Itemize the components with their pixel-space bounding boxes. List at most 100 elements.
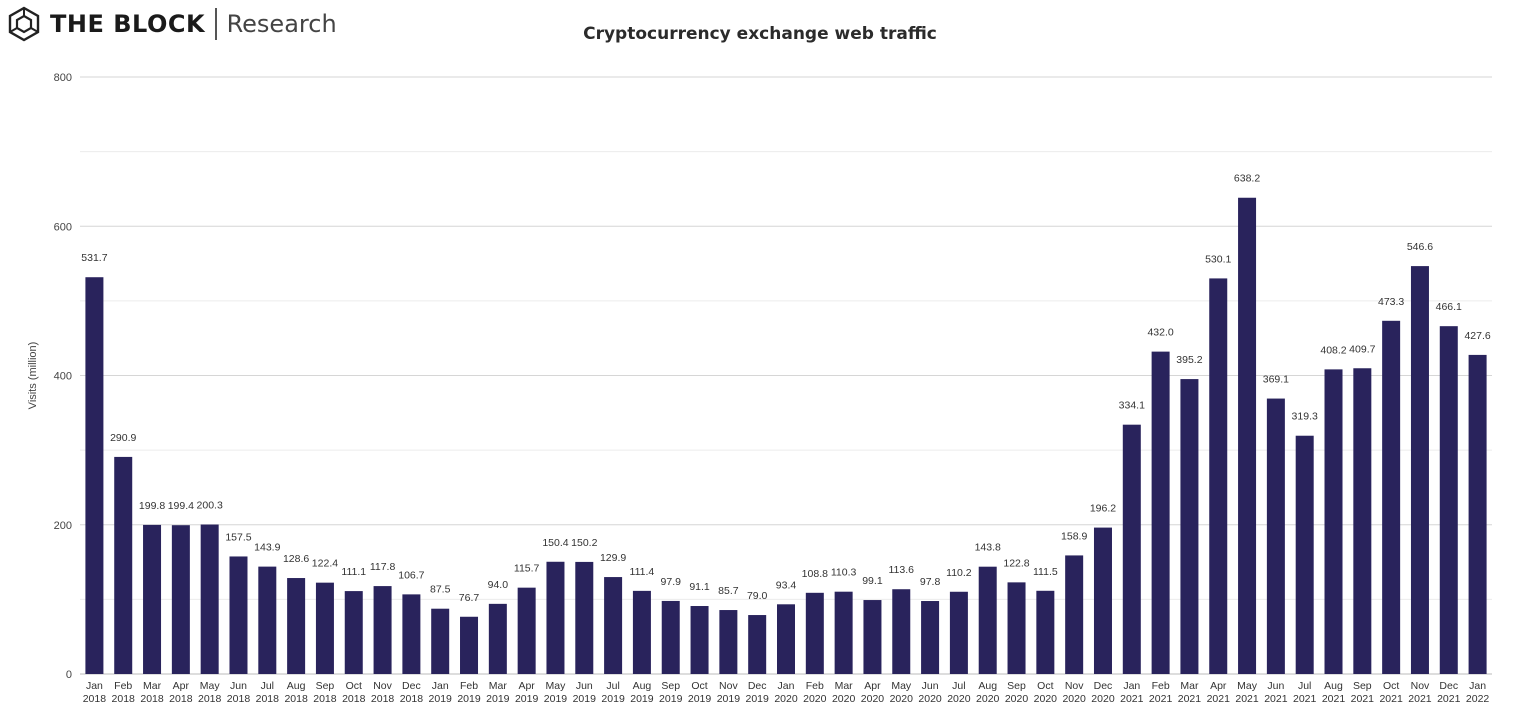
data-label: 110.3 [831,567,857,579]
y-tick-label: 600 [54,221,72,233]
data-label: 319.3 [1292,411,1318,423]
x-tick-label-year: 2018 [313,693,337,705]
x-tick-label-month: Jan [778,680,795,692]
bar [85,277,104,674]
data-label: 143.9 [254,542,280,554]
x-tick-label-month: Dec [1439,680,1458,692]
x-tick-label-month: Dec [1094,680,1113,692]
x-tick-label-year: 2019 [515,693,539,705]
x-tick-label-year: 2020 [976,693,1000,705]
bar [229,556,248,674]
x-tick-label-month: Feb [806,680,824,692]
bar [546,561,565,674]
y-axis-label: Visits (million) [27,342,39,410]
data-label: 85.7 [718,585,739,597]
bar [258,566,277,674]
x-tick-label-year: 2018 [371,693,395,705]
x-tick-label-month: Nov [373,680,392,692]
bar [460,616,479,674]
data-label: 157.5 [225,531,251,543]
bar [1295,435,1314,674]
data-label: 466.1 [1436,301,1462,313]
x-tick-label-month: Dec [402,680,421,692]
x-tick-label-month: Jun [230,680,247,692]
bar [287,578,306,674]
bar [1382,320,1401,674]
data-label: 113.6 [889,564,915,576]
x-tick-label-year: 2019 [746,693,770,705]
x-tick-label-year: 2021 [1437,693,1461,705]
bar [1036,590,1055,674]
bar [834,591,853,674]
x-tick-label-year: 2018 [140,693,164,705]
bar [575,561,594,674]
data-label: 128.6 [283,553,309,565]
x-tick-label-year: 2018 [169,693,193,705]
x-tick-label-month: Jun [922,680,939,692]
bar [661,600,680,674]
bar [921,601,940,674]
x-tick-label-year: 2020 [1034,693,1058,705]
bar [1410,266,1429,674]
data-label: 200.3 [197,500,223,512]
x-tick-label-month: Dec [748,680,767,692]
x-tick-label-month: Jan [1469,680,1486,692]
bar [402,594,421,674]
x-tick-label-year: 2019 [544,693,568,705]
x-tick-label-year: 2019 [659,693,683,705]
brand-name: THE BLOCK [50,10,206,38]
data-label: 111.4 [630,566,655,578]
x-tick-label-year: 2019 [601,693,625,705]
x-tick-label-month: May [891,680,912,692]
data-label: 91.1 [689,581,710,593]
bar [1266,398,1285,674]
data-label: 97.9 [661,576,682,588]
x-tick-label-month: Aug [287,680,306,692]
data-label: 395.2 [1176,354,1202,366]
data-label: 546.6 [1407,241,1433,253]
x-tick-label-month: Jun [1267,680,1284,692]
data-label: 87.5 [430,584,451,596]
data-label: 408.2 [1320,344,1346,356]
x-tick-label-year: 2019 [630,693,654,705]
data-label: 531.7 [81,252,107,264]
bar [1151,351,1170,674]
x-tick-label-year: 2020 [947,693,971,705]
x-tick-label-month: Oct [346,680,362,692]
y-tick-label: 0 [66,669,72,681]
x-tick-label-month: May [1237,680,1258,692]
x-tick-label-year: 2018 [83,693,107,705]
data-label: 122.4 [312,558,338,570]
x-tick-label-year: 2021 [1149,693,1173,705]
data-label: 111.5 [1033,566,1058,578]
x-tick-label-month: Jan [432,680,449,692]
x-tick-label-month: Jul [1298,680,1311,692]
data-label: 110.2 [946,567,972,579]
x-tick-label-year: 2021 [1379,693,1403,705]
x-tick-label-year: 2021 [1264,693,1288,705]
x-tick-label-month: Feb [114,680,132,692]
x-tick-label-month: Mar [489,680,508,692]
x-tick-label-month: Oct [1037,680,1053,692]
x-tick-label-year: 2021 [1120,693,1144,705]
bar [143,524,162,674]
bar [805,592,824,674]
x-tick-label-year: 2018 [256,693,280,705]
brand-logo: THE BLOCK Research [6,4,337,44]
x-tick-label-month: Oct [1383,680,1399,692]
data-label: 99.1 [862,575,883,587]
x-tick-label-year: 2018 [198,693,222,705]
x-tick-label-month: Feb [1152,680,1170,692]
data-label: 432.0 [1147,327,1173,339]
bar [719,610,738,674]
x-tick-label-year: 2022 [1466,693,1490,705]
x-tick-label-year: 2018 [342,693,366,705]
x-tick-label-year: 2019 [717,693,741,705]
x-tick-label-month: Jul [261,680,274,692]
x-tick-label-year: 2018 [227,693,251,705]
bar [1065,555,1084,674]
x-tick-label-month: Apr [518,680,535,692]
data-label: 427.6 [1464,330,1490,342]
data-label: 199.8 [139,500,165,512]
bar [1353,368,1372,674]
